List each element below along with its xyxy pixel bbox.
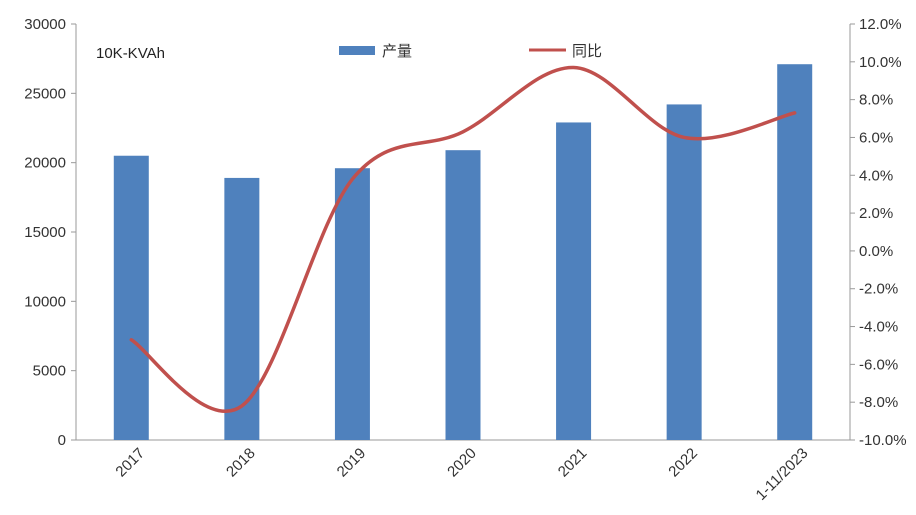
legend-bar-label: 产量 xyxy=(382,43,412,60)
bar-2019 xyxy=(334,168,370,441)
line-series xyxy=(129,65,797,414)
bar-1-11/2023 xyxy=(777,64,813,441)
bar-2017 xyxy=(113,155,149,440)
left-tick-label: 30000 xyxy=(24,16,66,33)
right-tick-label: 12.0% xyxy=(859,16,902,33)
right-tick-label: 2.0% xyxy=(859,205,893,222)
right-tick-label: -6.0% xyxy=(859,356,898,373)
x-tick-label: 1-11/2023 xyxy=(753,445,812,504)
x-tick-label: 2021 xyxy=(555,445,591,481)
right-tick-label: -8.0% xyxy=(859,394,898,411)
right-tick-label: 10.0% xyxy=(859,54,902,71)
right-tick-label: 8.0% xyxy=(859,92,893,109)
right-tick-label: -10.0% xyxy=(859,432,907,449)
unit-label: 10K-KVAh xyxy=(96,45,165,62)
right-tick-label: -2.0% xyxy=(859,281,898,298)
bar-2022 xyxy=(666,104,702,440)
right-axis-ticks: -10.0% -8.0% -6.0% -4.0% -2.0% 0.0% 2.0% 4.0% 6.… xyxy=(850,16,907,449)
left-tick-label: 15000 xyxy=(24,224,66,241)
left-tick-label: 10000 xyxy=(24,293,66,310)
right-tick-label: 6.0% xyxy=(859,129,893,146)
legend-line-label: 同比 xyxy=(572,43,602,60)
left-tick-label: 20000 xyxy=(24,155,66,172)
left-tick-label: 0 xyxy=(58,432,66,449)
x-tick-label: 2018 xyxy=(223,445,259,481)
left-tick-label: 5000 xyxy=(33,363,66,380)
x-axis-ticks: 2017 2018 2019 2020 2021 2022 1-11/2023 xyxy=(112,445,811,504)
right-tick-label: 4.0% xyxy=(859,167,893,184)
bar-2020 xyxy=(445,150,481,441)
x-tick-label: 2022 xyxy=(665,445,701,481)
legend: 产量 同比 xyxy=(339,43,602,60)
bar-2018 xyxy=(224,177,260,441)
bar-series xyxy=(113,64,813,441)
legend-bar-swatch xyxy=(339,46,375,55)
x-tick-label: 2017 xyxy=(112,445,148,481)
right-tick-label: 0.0% xyxy=(859,243,893,260)
x-tick-label: 2019 xyxy=(334,445,370,481)
left-tick-label: 25000 xyxy=(24,85,66,102)
right-tick-label: -4.0% xyxy=(859,319,898,336)
left-axis-ticks: 0 5000 10000 15000 20000 25000 30000 xyxy=(24,16,76,449)
x-tick-label: 2020 xyxy=(444,445,480,481)
bar-2021 xyxy=(556,122,592,440)
